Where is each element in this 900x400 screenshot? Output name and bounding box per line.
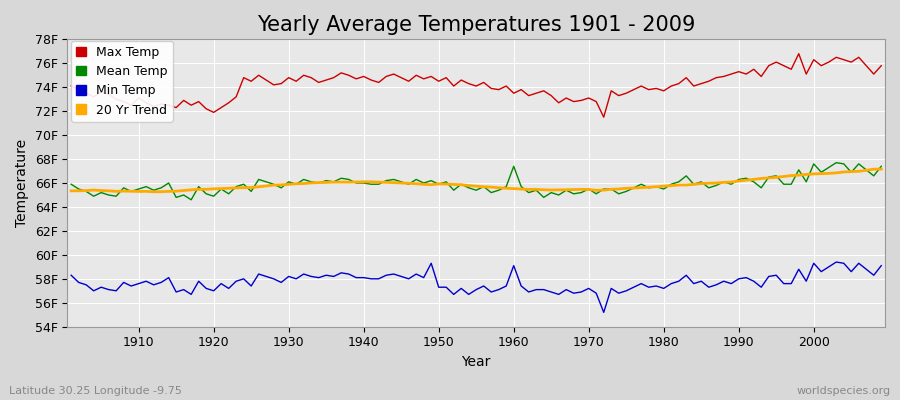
Title: Yearly Average Temperatures 1901 - 2009: Yearly Average Temperatures 1901 - 2009 (257, 15, 696, 35)
Text: worldspecies.org: worldspecies.org (796, 386, 891, 396)
Y-axis label: Temperature: Temperature (15, 139, 29, 227)
Legend: Max Temp, Mean Temp, Min Temp, 20 Yr Trend: Max Temp, Mean Temp, Min Temp, 20 Yr Tre… (71, 41, 173, 122)
X-axis label: Year: Year (462, 355, 490, 369)
Text: Latitude 30.25 Longitude -9.75: Latitude 30.25 Longitude -9.75 (9, 386, 182, 396)
